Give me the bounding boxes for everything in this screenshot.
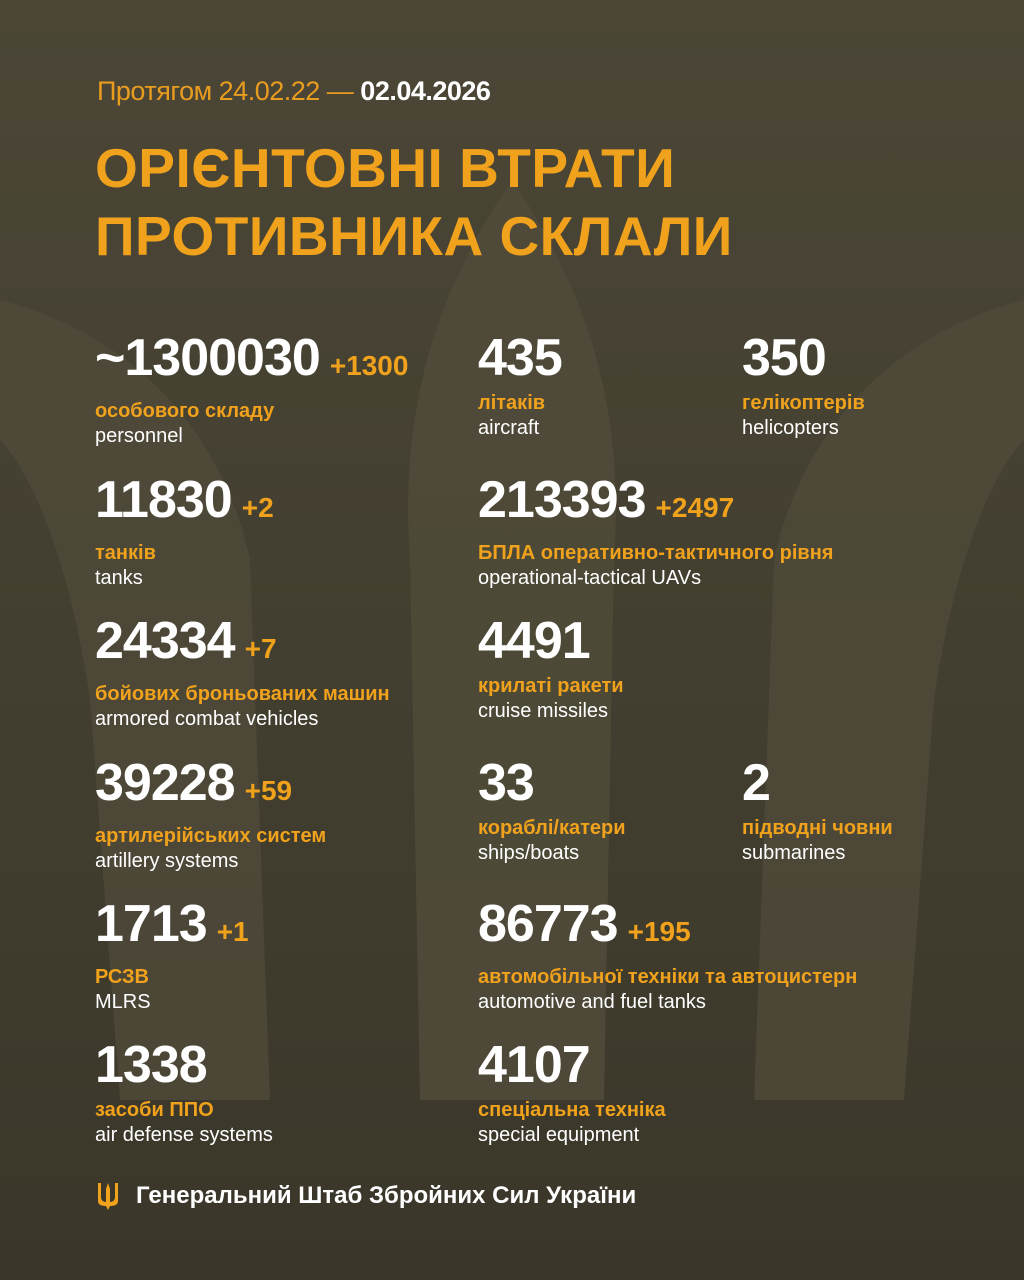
stat-label-en: cruise missiles: [478, 700, 609, 722]
trident-icon: [98, 1183, 118, 1210]
stat-item: ~1300030 +1300 особового складу personnel: [95, 330, 408, 448]
stat-label-uk: БПЛА оперативно-тактичного рівня: [478, 542, 834, 564]
stat-delta: +59: [244, 775, 293, 806]
stat-item: 435 літаків aircraft: [478, 329, 563, 440]
footer-text: Генеральний Штаб Збройних Сил України: [136, 1182, 637, 1209]
footer: Генеральний Штаб Збройних Сил України: [96, 1181, 636, 1211]
stat-item: 24334 +7 бойових броньованих машин armored …: [95, 613, 390, 731]
stat-label-uk: бойових броньованих машин: [95, 683, 390, 705]
stat-value: 33: [478, 755, 626, 811]
stat-number: 213393: [478, 471, 647, 529]
stat-label-uk: крилаті ракети: [478, 675, 624, 697]
stat-number: 39228: [95, 754, 236, 812]
stat-value: 350: [742, 330, 865, 386]
page-title: ОРІЄНТОВНІ ВТРАТИ ПРОТИВНИКА СКЛАЛИ: [95, 134, 733, 270]
stat-number: 11830: [95, 471, 233, 529]
stat-item: 86773 +195 автомобільної техніки та автоци…: [478, 896, 857, 1014]
stat-number: 435: [478, 329, 563, 387]
stat-delta: +7: [244, 633, 277, 664]
stat-label-uk: кораблі/катери: [478, 817, 626, 839]
stat-item: 1713 +1 РСЗВ MLRS: [95, 896, 249, 1014]
stat-item: 39228 +59 артилерійських систем artillery s…: [95, 755, 326, 873]
stat-label-uk: артилерійських систем: [95, 825, 327, 847]
stat-value: 213393 +2497: [478, 472, 833, 536]
stat-item: 350 гелікоптерів helicopters: [742, 330, 865, 440]
stat-number: 1338: [95, 1036, 208, 1094]
stat-value: 4107: [478, 1037, 666, 1093]
title-line-1: ОРІЄНТОВНІ ВТРАТИ: [95, 137, 676, 199]
stat-item: 33 кораблі/катери ships/boats: [478, 755, 626, 865]
stat-label-en: aircraft: [478, 417, 540, 439]
stat-item: 2 підводні човни submarines: [742, 755, 893, 865]
stat-label-en: artillery systems: [95, 850, 239, 872]
stat-number: 86773: [478, 895, 619, 953]
stat-number: 24334: [95, 612, 236, 670]
stat-value: 24334 +7: [95, 613, 390, 677]
stat-number: 1713: [95, 895, 208, 953]
stat-value: 39228 +59: [95, 755, 326, 819]
stat-delta: +195: [627, 916, 691, 947]
stat-delta: +2497: [655, 492, 735, 523]
stat-label-en: air defense systems: [95, 1124, 273, 1146]
title-line-2: ПРОТИВНИКА СКЛАЛИ: [95, 205, 733, 267]
stat-label-uk: засоби ППО: [95, 1099, 214, 1121]
stat-number: ~1300030: [95, 329, 321, 387]
stat-label-uk: танків: [95, 542, 156, 564]
stat-delta: +2: [241, 492, 274, 523]
stat-value: 1713 +1: [95, 896, 249, 960]
stat-label-uk: РСЗВ: [95, 966, 149, 988]
stat-value: 86773 +195: [478, 896, 857, 960]
stat-label-en: special equipment: [478, 1124, 640, 1146]
stat-label-uk: спеціальна техніка: [478, 1099, 666, 1121]
stat-number: 2: [742, 754, 771, 812]
stat-label-en: helicopters: [742, 417, 839, 439]
stat-item: 4491 крилаті ракети cruise missiles: [478, 613, 624, 723]
stat-label-en: submarines: [742, 842, 846, 864]
period-start: Протягом 24.02.22 —: [97, 76, 354, 106]
stat-item: 4107 спеціальна техніка special equipment: [478, 1037, 666, 1147]
stat-value: 1338: [95, 1037, 273, 1093]
stat-item: 213393 +2497 БПЛА оперативно-тактичного рі…: [478, 472, 833, 590]
period-end: 02.04.2026: [360, 76, 491, 106]
stat-number: 4491: [478, 612, 591, 670]
stat-label-uk: літаків: [478, 392, 546, 414]
stat-value: ~1300030 +1300: [95, 330, 408, 394]
stat-number: 350: [742, 329, 827, 387]
stat-number: 4107: [478, 1036, 591, 1094]
stat-value: 435: [478, 329, 563, 387]
stat-label-uk: гелікоптерів: [742, 392, 865, 414]
stat-value: 2: [742, 755, 893, 811]
stat-value: 11830 +2: [95, 472, 274, 536]
stat-label-uk: автомобільної техніки та автоцистерн: [478, 966, 858, 988]
stat-label-en: armored combat vehicles: [95, 708, 319, 730]
stat-item: 1338 засоби ППО air defense systems: [95, 1037, 273, 1147]
stat-label-uk: особового складу: [95, 400, 275, 422]
stat-value: 4491: [478, 613, 624, 669]
stat-delta: +1300: [329, 350, 409, 381]
stat-delta: +1: [216, 916, 249, 947]
stat-label-en: MLRS: [95, 991, 151, 1013]
stat-label-en: automotive and fuel tanks: [478, 991, 706, 1013]
stat-label-uk: підводні човни: [742, 817, 893, 839]
stat-label-en: personnel: [95, 425, 183, 447]
stat-number: 33: [478, 754, 535, 812]
stat-label-en: tanks: [95, 567, 143, 589]
period-subtitle: Протягом 24.02.22 — 02.04.2026: [97, 76, 491, 107]
stat-item: 11830 +2 танків tanks: [95, 472, 274, 590]
stat-label-en: operational-tactical UAVs: [478, 567, 702, 589]
stat-label-en: ships/boats: [478, 842, 580, 864]
